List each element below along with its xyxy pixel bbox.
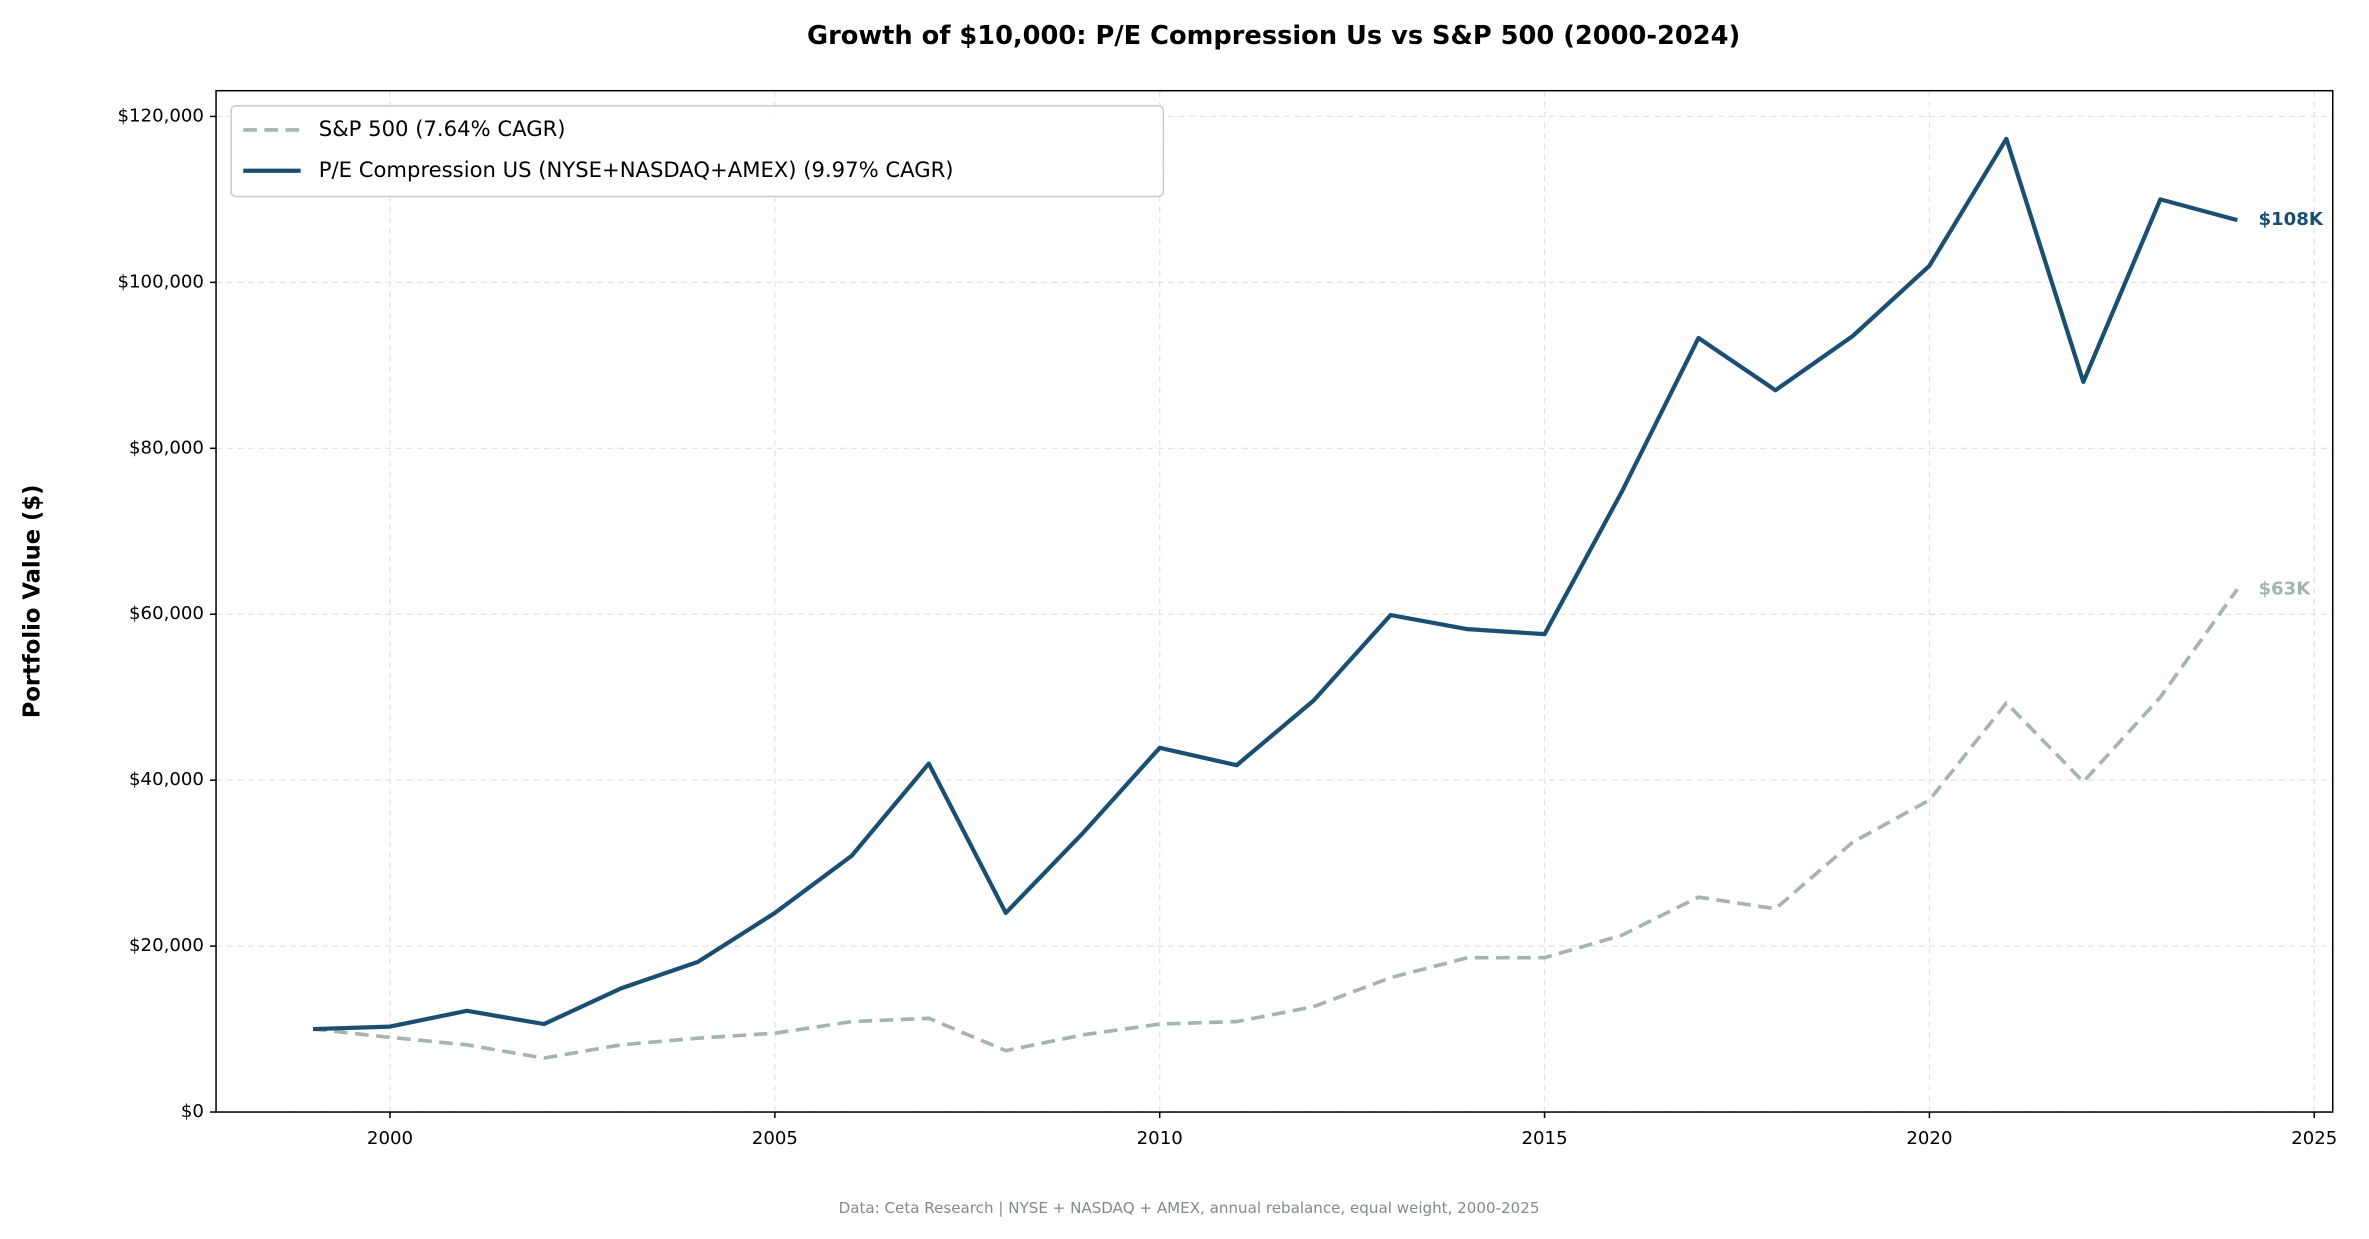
x-tick-label: 2025: [2291, 1128, 2337, 1149]
series-line: [312, 136, 2238, 1032]
y-tick-label: $0: [181, 1101, 204, 1122]
chart-title: Growth of $10,000: P/E Compression Us vs…: [807, 21, 1740, 51]
legend-label: P/E Compression US (NYSE+NASDAQ+AMEX) (9…: [319, 157, 954, 182]
x-tick-label: 2000: [367, 1128, 413, 1149]
series-line: [312, 588, 2239, 1060]
plot-frame: [215, 89, 2334, 1113]
y-axis-label: Portfolio Value ($): [20, 484, 46, 718]
footnote: Data: Ceta Research | NYSE + NASDAQ + AM…: [839, 1199, 1540, 1217]
y-tick-label: $20,000: [129, 935, 204, 956]
legend-label: S&P 500 (7.64% CAGR): [319, 116, 566, 141]
x-tick-label: 2020: [1906, 1128, 1952, 1149]
legend-box: [230, 105, 1165, 198]
end-label: $108K: [2258, 209, 2323, 230]
x-tick-label: 2015: [1521, 1128, 1567, 1149]
end-label: $63K: [2258, 578, 2311, 599]
y-tick-label: $80,000: [129, 437, 204, 458]
x-tick-label: 2010: [1137, 1128, 1183, 1149]
y-tick-label: $100,000: [117, 271, 203, 292]
y-tick-label: $40,000: [129, 769, 204, 790]
y-tick-label: $120,000: [117, 105, 203, 126]
y-tick-label: $60,000: [129, 603, 204, 624]
legend: S&P 500 (7.64% CAGR) P/E Compression US (…: [230, 105, 1165, 198]
x-tick-label: 2005: [752, 1128, 798, 1149]
